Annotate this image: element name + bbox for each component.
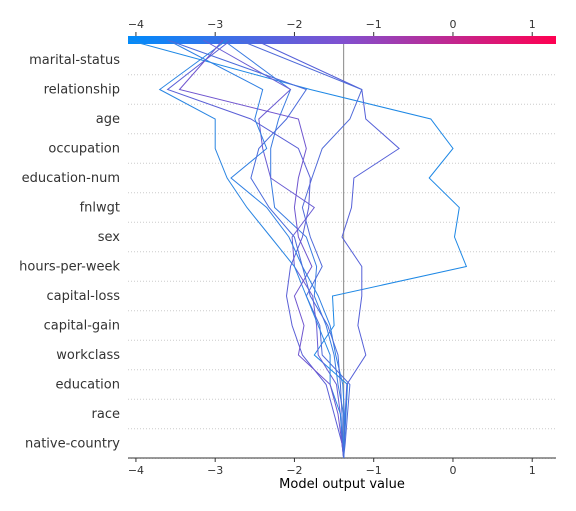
x-tick-label-bottom: −4 bbox=[128, 464, 144, 477]
x-tick-label-bottom: −3 bbox=[207, 464, 223, 477]
x-tick-label-top: −1 bbox=[366, 18, 382, 31]
decision-line bbox=[178, 39, 345, 459]
feature-label: race bbox=[92, 407, 120, 422]
x-tick-label-bottom: 0 bbox=[449, 464, 456, 477]
x-tick-label-bottom: 1 bbox=[529, 464, 536, 477]
decision-line bbox=[127, 39, 468, 459]
feature-label: sex bbox=[98, 230, 121, 245]
feature-label: occupation bbox=[48, 142, 120, 157]
colorbar bbox=[128, 36, 556, 44]
decision-line bbox=[166, 39, 345, 459]
decision-line bbox=[222, 39, 345, 459]
decision-line bbox=[203, 39, 345, 459]
feature-label: education-num bbox=[22, 171, 120, 186]
feature-label: capital-loss bbox=[47, 289, 121, 304]
x-tick-label-top: 0 bbox=[449, 18, 456, 31]
feature-label: marital-status bbox=[29, 53, 120, 68]
axes: −4 −4 −3 −3 −2 −2 −1 −1 0 0 1 1 bbox=[128, 18, 556, 477]
x-tick-label-top: −4 bbox=[128, 18, 144, 31]
feature-label: hours-per-week bbox=[19, 260, 120, 275]
feature-gridlines bbox=[128, 74, 556, 459]
x-tick-label-top: 1 bbox=[529, 18, 536, 31]
decision-line bbox=[167, 39, 345, 458]
feature-labels: marital-status relationship age occupation e… bbox=[19, 53, 120, 452]
x-axis-title: Model output value bbox=[279, 477, 405, 492]
feature-label: fnlwgt bbox=[80, 201, 120, 216]
x-tick-label-bottom: −2 bbox=[286, 464, 302, 477]
decision-line bbox=[167, 39, 345, 459]
feature-label: native-country bbox=[25, 437, 120, 452]
feature-label: education bbox=[55, 378, 120, 393]
decision-lines bbox=[127, 39, 468, 459]
feature-label: age bbox=[96, 112, 120, 127]
decision-line bbox=[254, 39, 400, 459]
x-tick-label-top: −3 bbox=[207, 18, 223, 31]
decision-line bbox=[158, 39, 345, 459]
decision-line bbox=[238, 39, 363, 459]
feature-label: capital-gain bbox=[44, 319, 120, 334]
feature-label: workclass bbox=[56, 348, 120, 363]
x-tick-label-bottom: −1 bbox=[366, 464, 382, 477]
x-tick-label-top: −2 bbox=[286, 18, 302, 31]
feature-label: relationship bbox=[44, 83, 120, 98]
